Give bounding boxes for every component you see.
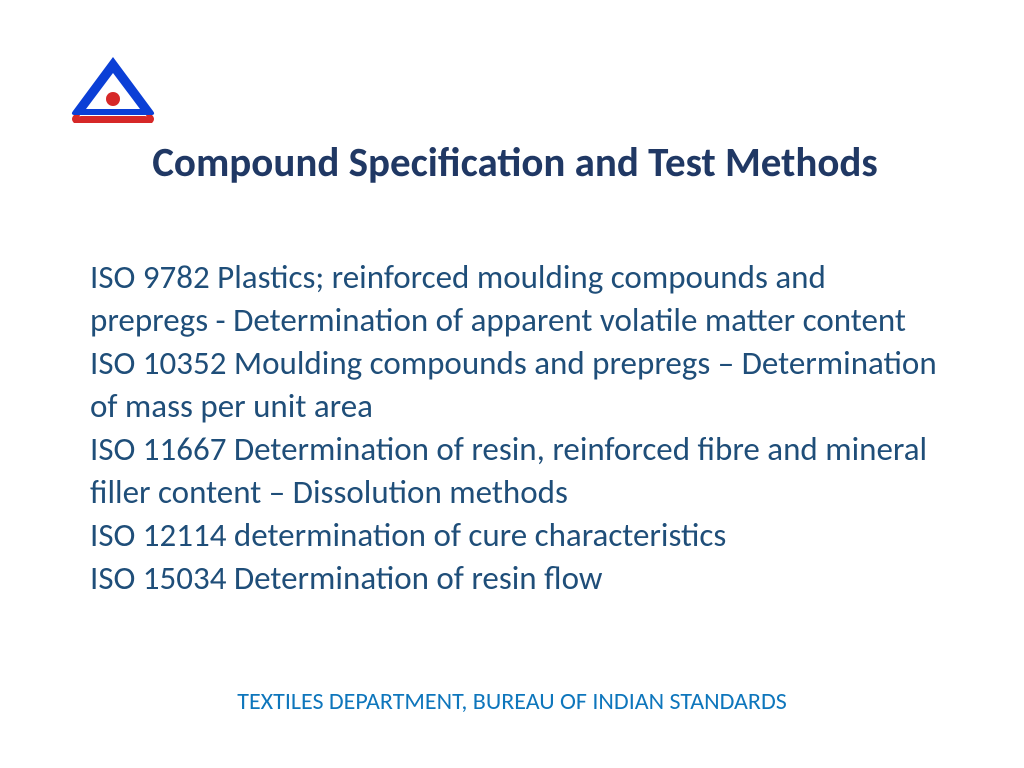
slide: Compound Specification and Test Methods …: [0, 0, 1024, 768]
slide-title: Compound Specification and Test Methods: [100, 138, 930, 189]
iso-item: ISO 11667 Determination of resin, reinfo…: [90, 428, 940, 514]
iso-item: ISO 10352 Moulding compounds and prepreg…: [90, 342, 940, 428]
iso-item: ISO 9782 Plastics; reinforced moulding c…: [90, 256, 940, 342]
iso-item: ISO 12114 determination of cure characte…: [90, 514, 940, 557]
iso-item: ISO 15034 Determination of resin flow: [90, 557, 940, 600]
slide-body: ISO 9782 Plastics; reinforced moulding c…: [90, 256, 940, 600]
slide-footer: TEXTILES DEPARTMENT, BUREAU OF INDIAN ST…: [0, 687, 1024, 716]
bis-logo: [68, 55, 158, 138]
